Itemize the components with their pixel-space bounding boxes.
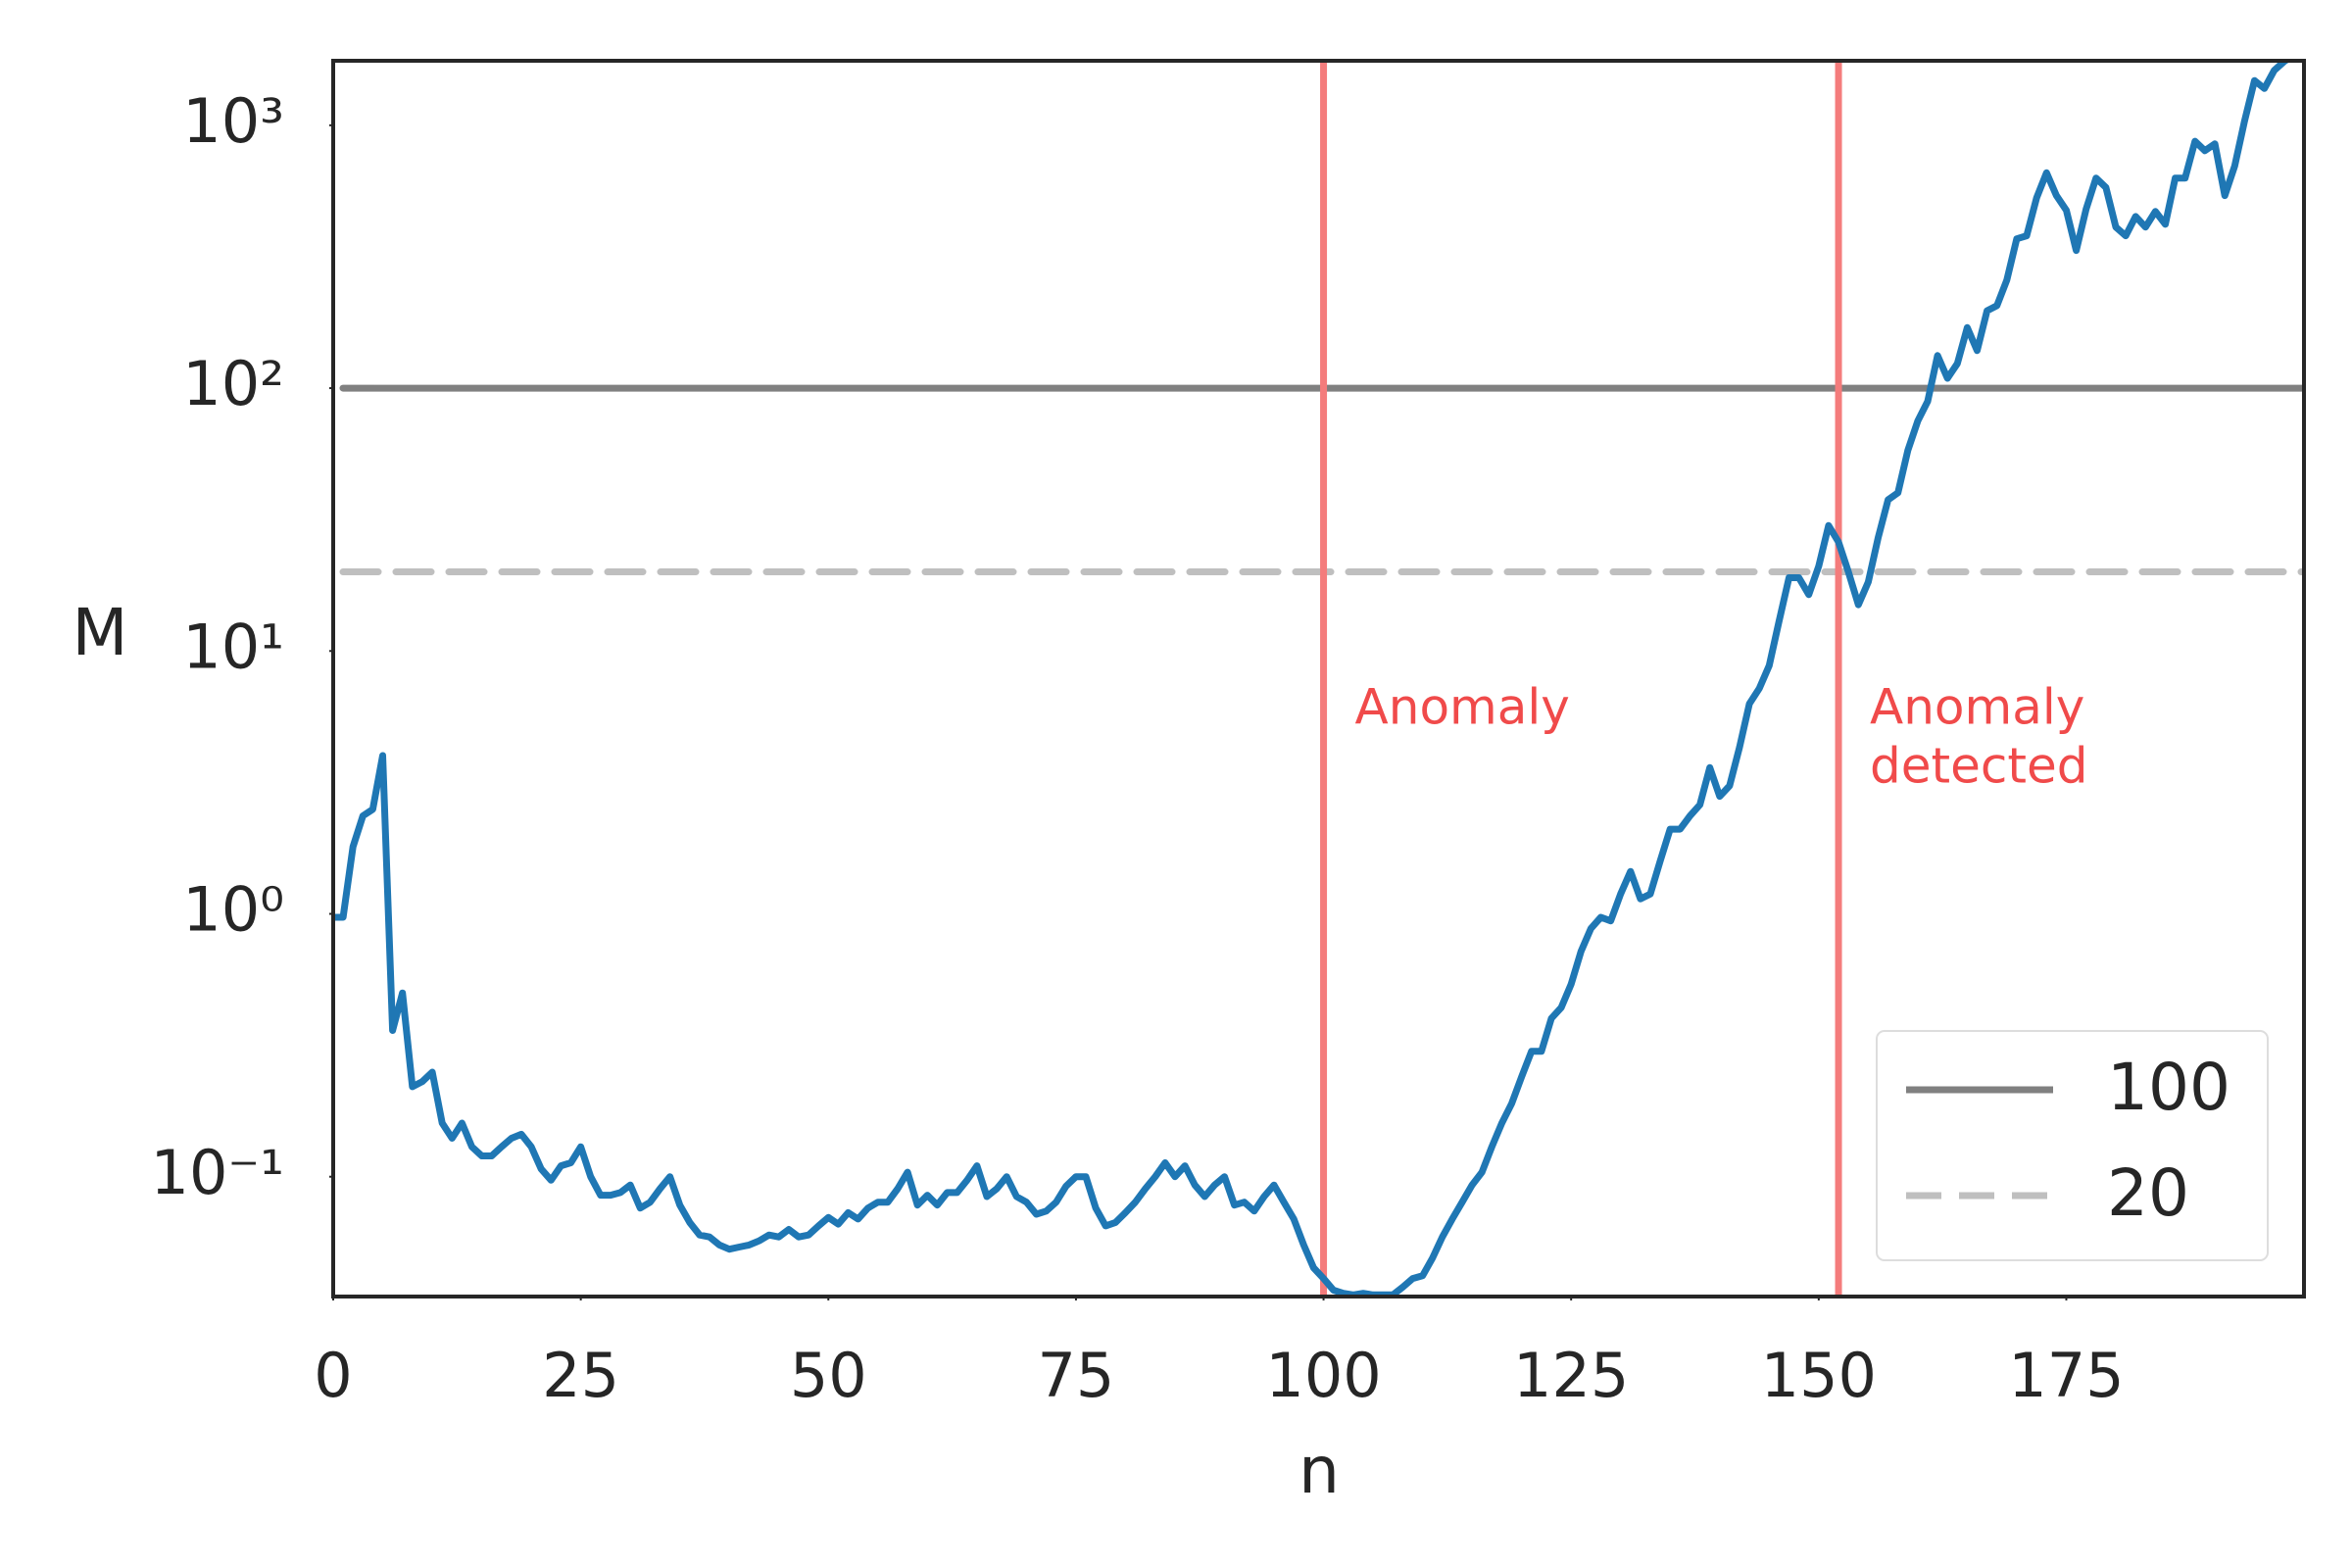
- plot-area: [333, 61, 2304, 1297]
- x-tick-label: 150: [1761, 1340, 1877, 1411]
- x-tick-label: 25: [542, 1340, 619, 1411]
- x-tick-label: 100: [1265, 1340, 1381, 1411]
- legend-label: 20: [2107, 1155, 2189, 1231]
- x-tick-label: 0: [314, 1340, 352, 1411]
- legend-label: 100: [2107, 1050, 2230, 1125]
- annotation: Anomaly: [1870, 679, 2084, 736]
- y-tick-label: 10⁻¹: [151, 1137, 284, 1208]
- y-axis-label: M: [73, 595, 128, 670]
- y-tick-label: 10²: [182, 348, 284, 419]
- annotation: Anomaly: [1355, 679, 1570, 736]
- y-tick-label: 10³: [182, 85, 284, 157]
- y-tick-label: 10¹: [182, 611, 284, 682]
- x-axis-label: n: [1298, 1433, 1340, 1508]
- data-line: [333, 61, 2292, 1297]
- y-tick-label: 10⁰: [182, 874, 284, 946]
- plot-frame: [331, 59, 2306, 1298]
- x-tick-label: 50: [790, 1340, 867, 1411]
- x-tick-label: 75: [1037, 1340, 1114, 1411]
- annotation: detected: [1870, 738, 2087, 795]
- x-tick-label: 175: [2008, 1340, 2124, 1411]
- x-tick-label: 125: [1513, 1340, 1629, 1411]
